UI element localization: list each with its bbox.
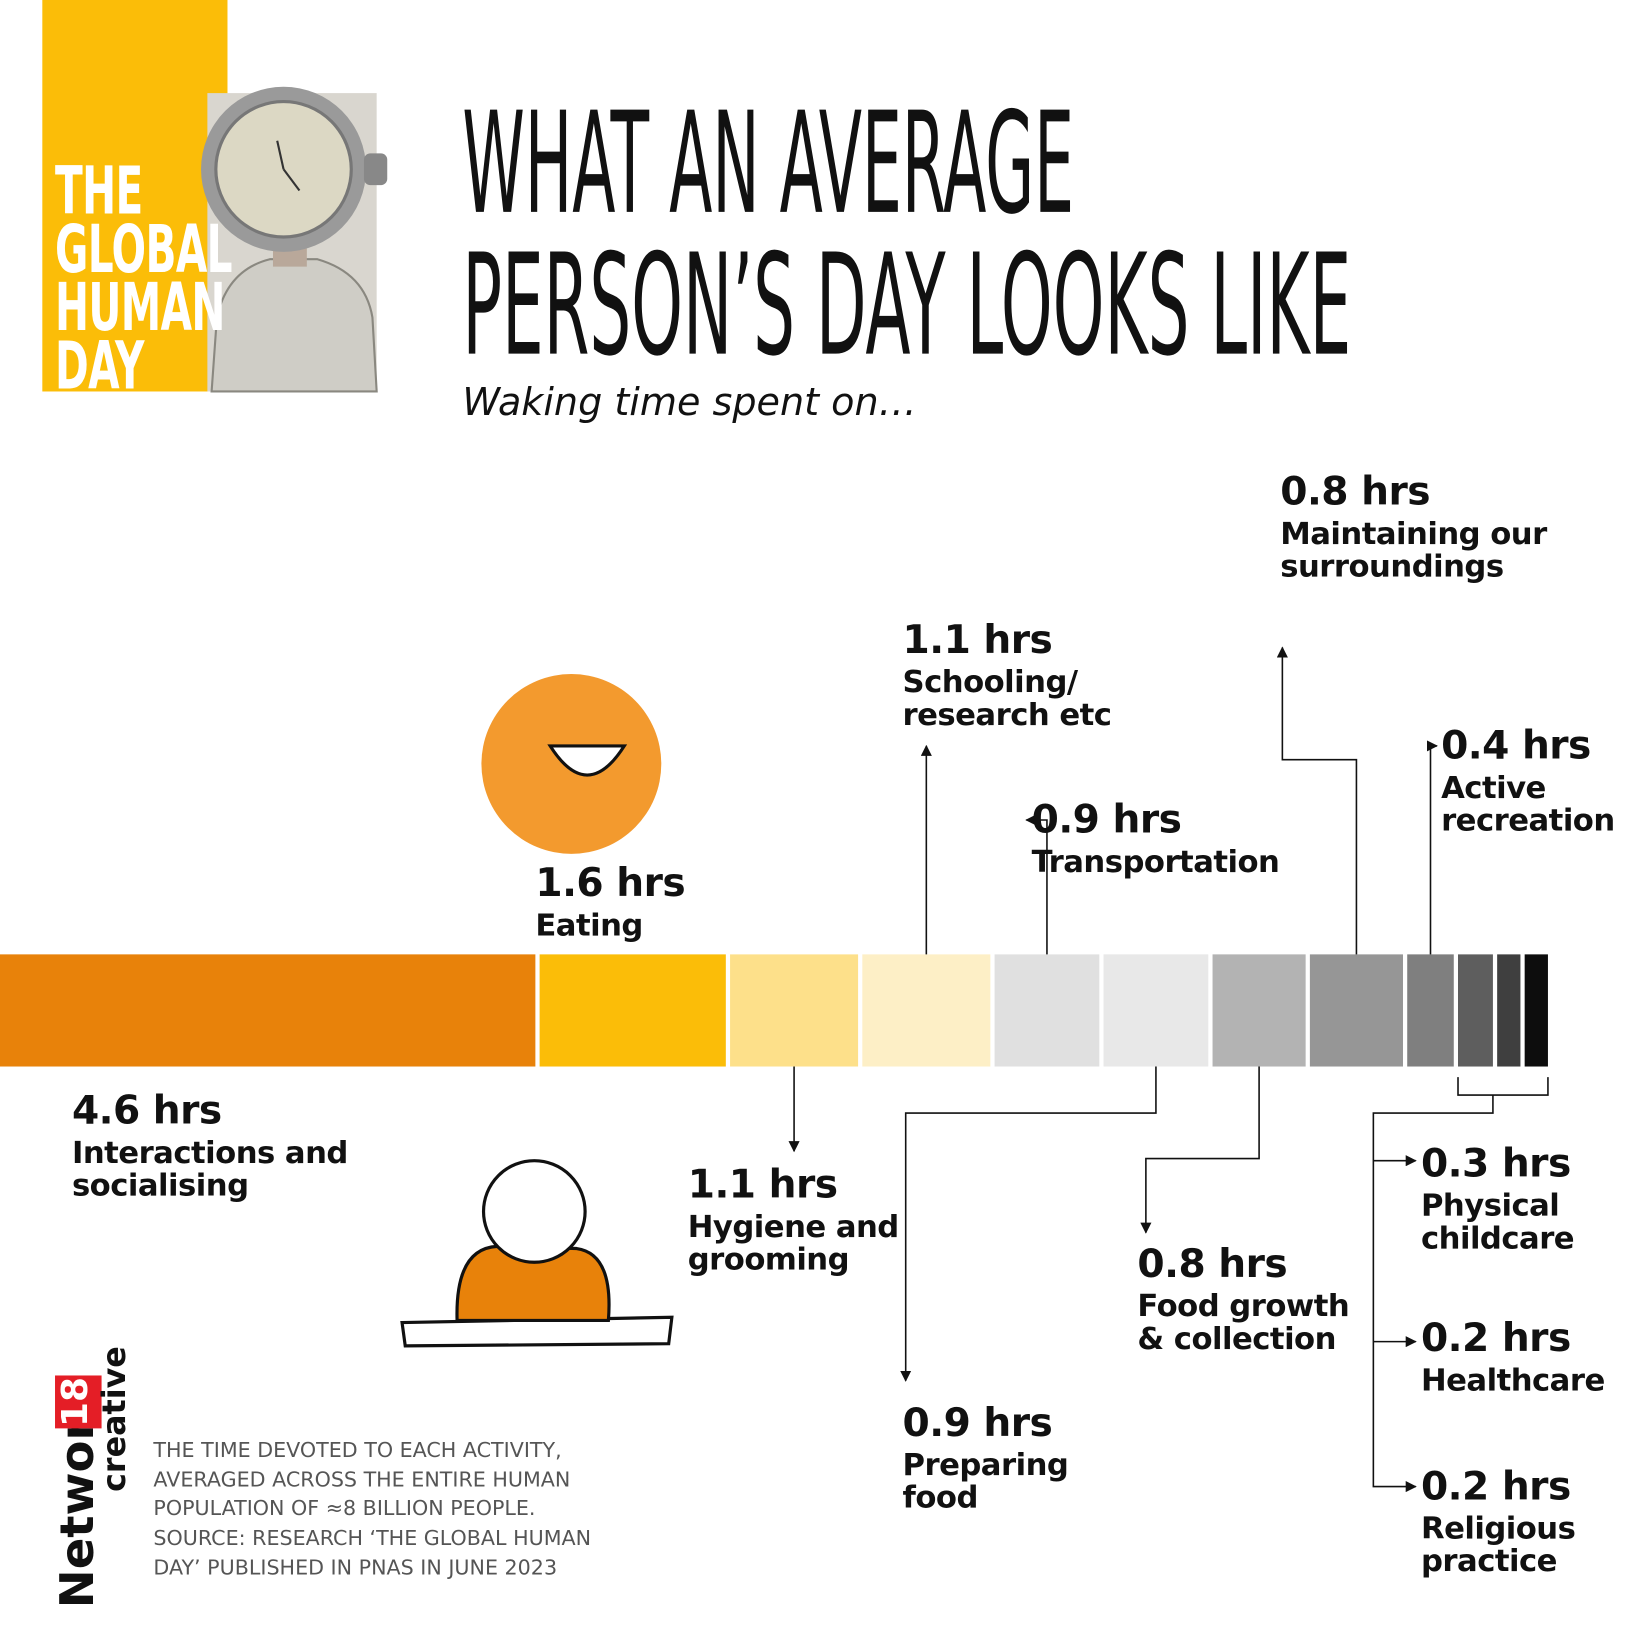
bar-segment — [994, 954, 1100, 1067]
connector — [1140, 1066, 1260, 1234]
category-label: Interactions and socialising — [71, 1134, 348, 1204]
source-note: THE TIME DEVOTED TO EACH ACTIVITY, AVERA… — [153, 1437, 592, 1580]
bar-segment — [1497, 954, 1521, 1067]
bar-segment — [862, 954, 991, 1067]
category-label: Physical childcare — [1420, 1187, 1575, 1257]
bar-segment — [1103, 954, 1209, 1067]
category-label: Preparing food — [902, 1446, 1069, 1516]
category-label: Maintaining our surroundings — [1280, 515, 1547, 585]
bar-segment — [730, 954, 859, 1067]
bar-segment — [1212, 954, 1306, 1067]
connector — [1372, 1095, 1494, 1493]
category-label: Eating — [535, 906, 643, 943]
data-label: 4.6 hrs Interactions and socialising — [71, 1087, 389, 1204]
value-label: 0.8 hrs — [1137, 1241, 1288, 1287]
badge-text: DAY — [55, 326, 144, 405]
category-label: Religious practice — [1420, 1509, 1576, 1579]
value-label: 0.3 hrs — [1420, 1140, 1571, 1187]
category-label: Healthcare — [1420, 1361, 1605, 1398]
bar-segment — [1407, 954, 1454, 1067]
data-label: 0.3 hrs Physical childcare — [1420, 1140, 1633, 1257]
head-illustration — [481, 1159, 587, 1264]
data-label: 1.1 hrs Schooling/ research etc — [902, 616, 1178, 733]
category-label: Food growth & collection — [1137, 1287, 1350, 1357]
clock-hand — [282, 168, 301, 192]
connector — [1025, 814, 1048, 955]
connector — [1276, 646, 1358, 955]
badge-block — [42, 0, 228, 392]
connector — [1426, 740, 1438, 955]
connector — [900, 1066, 1157, 1382]
value-label: 0.2 hrs — [1420, 1315, 1571, 1361]
value-label: 1.1 hrs — [902, 616, 1053, 663]
data-label: 0.9 hrs Transportation — [1031, 796, 1349, 880]
bowl-illustration — [547, 744, 628, 777]
value-label: 1.1 hrs — [687, 1161, 838, 1208]
data-label: 0.4 hrs Active recreation — [1441, 722, 1640, 839]
data-label: 0.2 hrs Healthcare — [1421, 1317, 1640, 1397]
shirt — [210, 258, 378, 393]
data-label: 0.8 hrs Maintaining our surroundings — [1280, 468, 1597, 585]
title: WHAT AN AVERAGE — [462, 81, 1075, 245]
subtitle: Waking time spent on… — [462, 380, 917, 425]
title: PERSON’S DAY LOOKS LIKE — [462, 223, 1352, 387]
bar-segment — [1309, 954, 1403, 1067]
clock-crown — [363, 153, 388, 186]
badge-text: HUMAN — [55, 268, 225, 346]
logo-box — [55, 1375, 102, 1429]
data-label: 1.6 hrs Eating — [535, 862, 768, 942]
value-label: 4.6 hrs — [71, 1087, 222, 1134]
value-label: 0.9 hrs — [1031, 796, 1182, 843]
logo-number: 18 — [55, 1377, 96, 1427]
value-label: 0.8 hrs — [1280, 468, 1431, 515]
category-label: Schooling/ research etc — [902, 663, 1112, 733]
bar-segment — [1524, 954, 1548, 1067]
data-label: 0.8 hrs Food growth & collection — [1137, 1243, 1359, 1356]
value-label: 0.2 hrs — [1420, 1463, 1571, 1509]
bar-segment — [1458, 954, 1493, 1067]
badge-text: THE — [55, 152, 143, 230]
badge-text: GLOBAL — [55, 210, 233, 288]
data-label: 0.9 hrs Preparing food — [902, 1399, 1136, 1516]
bar-segment — [0, 954, 536, 1067]
data-label: 1.1 hrs Hygiene and grooming — [687, 1161, 910, 1278]
logo-tagline: creative — [97, 1346, 133, 1492]
value-label: 0.9 hrs — [902, 1399, 1053, 1446]
value-label: 0.4 hrs — [1441, 722, 1591, 769]
category-label: Active recreation — [1441, 769, 1615, 839]
connector — [1457, 1077, 1549, 1096]
category-label: Transportation — [1031, 843, 1280, 880]
value-label: 1.6 hrs — [535, 860, 686, 906]
category-label: Hygiene and grooming — [687, 1208, 900, 1278]
bar-segment — [539, 954, 726, 1067]
data-label: 0.2 hrs Religious practice — [1421, 1465, 1633, 1578]
logo: Network 18 creative — [50, 1346, 133, 1608]
clock-hand — [276, 140, 285, 170]
